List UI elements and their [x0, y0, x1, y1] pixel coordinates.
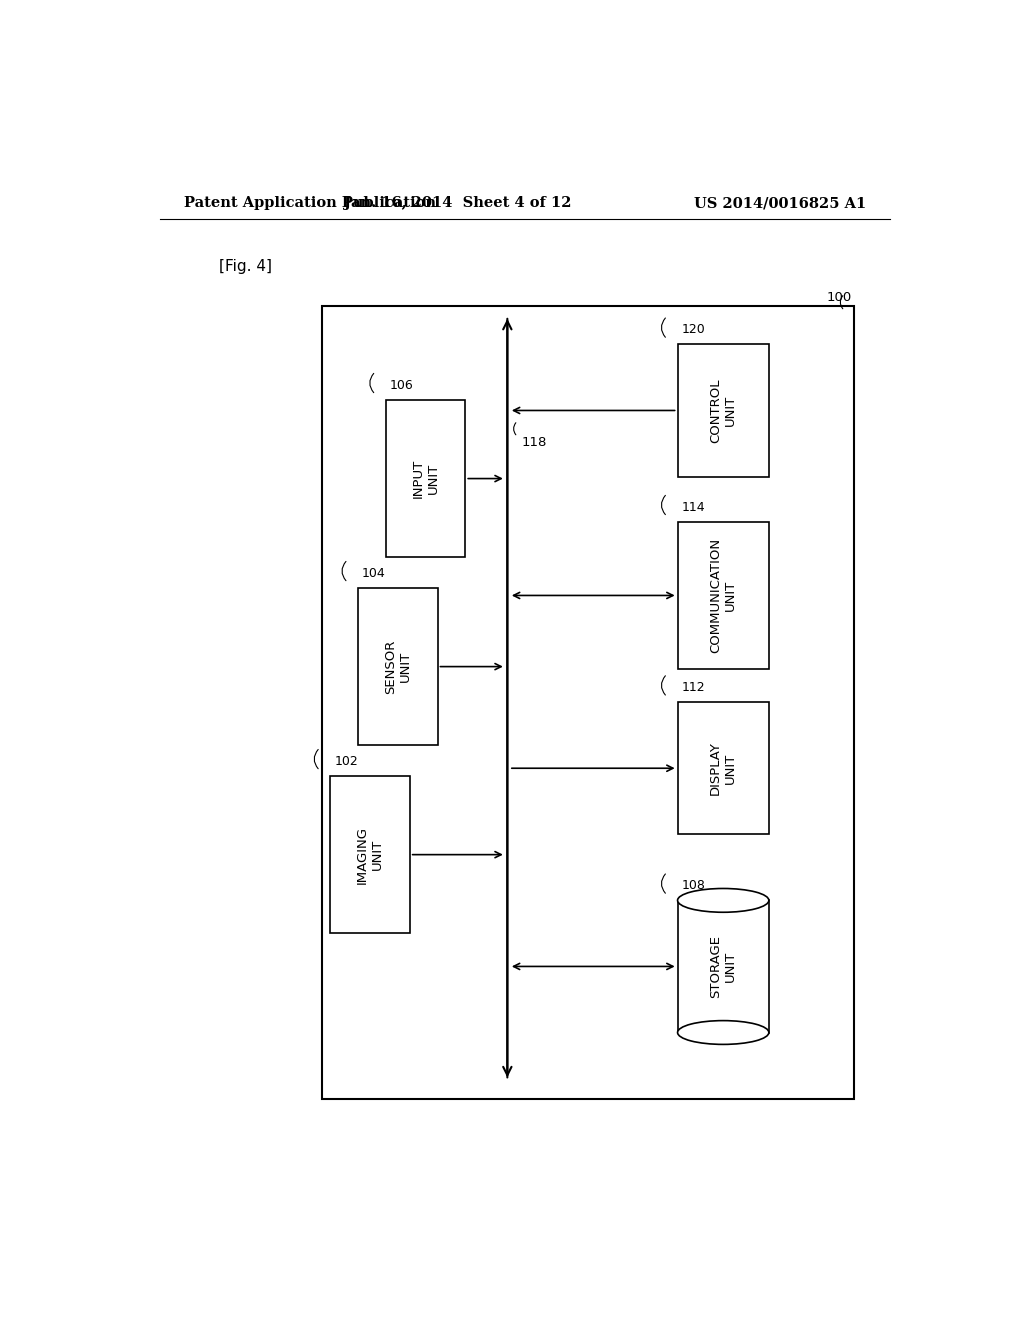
Text: US 2014/0016825 A1: US 2014/0016825 A1 — [694, 197, 866, 210]
Text: 120: 120 — [682, 323, 706, 337]
Text: DISPLAY
UNIT: DISPLAY UNIT — [710, 742, 737, 795]
Text: 118: 118 — [521, 437, 547, 450]
Bar — [678, 521, 769, 669]
Text: 112: 112 — [682, 681, 706, 694]
Text: 104: 104 — [362, 566, 386, 579]
Text: COMMUNICATION
UNIT: COMMUNICATION UNIT — [710, 537, 737, 653]
Ellipse shape — [678, 888, 769, 912]
Text: 114: 114 — [682, 500, 706, 513]
Text: 108: 108 — [682, 879, 706, 892]
Bar — [323, 306, 854, 1098]
Text: IMAGING
UNIT: IMAGING UNIT — [356, 825, 384, 883]
Bar — [331, 776, 410, 933]
Text: 100: 100 — [826, 290, 852, 304]
Text: [Fig. 4]: [Fig. 4] — [219, 259, 272, 273]
Bar — [678, 900, 769, 1032]
Bar — [358, 587, 437, 746]
Text: INPUT
UNIT: INPUT UNIT — [412, 459, 439, 498]
Text: Patent Application Publication: Patent Application Publication — [183, 197, 435, 210]
Bar — [678, 345, 769, 477]
Text: SENSOR
UNIT: SENSOR UNIT — [384, 639, 412, 694]
Text: CONTROL
UNIT: CONTROL UNIT — [710, 379, 737, 442]
Bar — [386, 400, 465, 557]
Text: 102: 102 — [334, 755, 358, 768]
Ellipse shape — [678, 1020, 769, 1044]
Bar — [678, 702, 769, 834]
Text: STORAGE
UNIT: STORAGE UNIT — [710, 935, 737, 998]
Text: Jan. 16, 2014  Sheet 4 of 12: Jan. 16, 2014 Sheet 4 of 12 — [344, 197, 571, 210]
Text: 106: 106 — [390, 379, 414, 392]
